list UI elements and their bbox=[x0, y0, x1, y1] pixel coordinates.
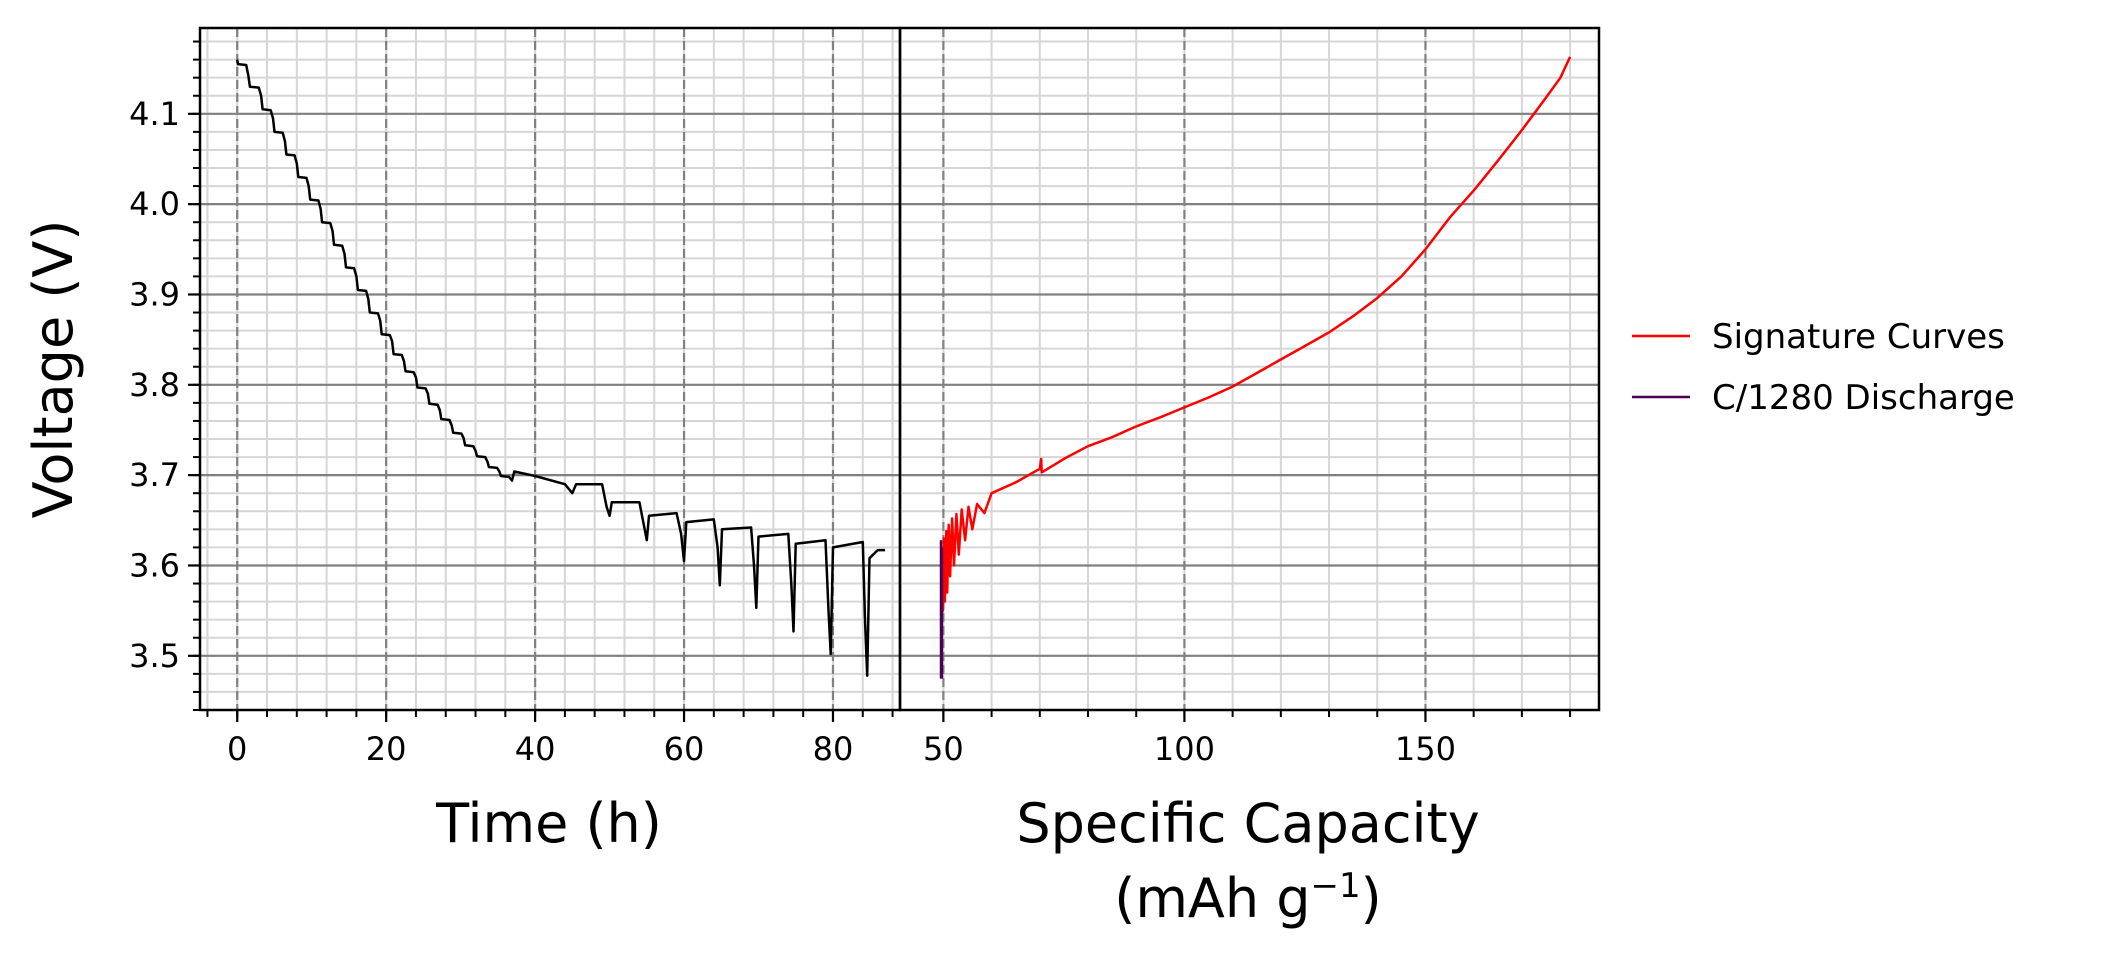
left-series bbox=[235, 59, 886, 677]
legend-label-signature-curves: Signature Curves bbox=[1712, 317, 2005, 357]
right-x-axis-title: Specific Capacity bbox=[1016, 792, 1479, 855]
y-tick-label: 3.8 bbox=[129, 366, 180, 404]
x-tick-label: 40 bbox=[515, 730, 556, 768]
right-plot-frame bbox=[898, 26, 1601, 712]
x-tick-label: 20 bbox=[366, 730, 407, 768]
x-tick-label: 60 bbox=[664, 730, 705, 768]
units-close: ) bbox=[1361, 867, 1382, 930]
x-tick-label: 50 bbox=[923, 730, 964, 768]
y-axis-title: Voltage (V) bbox=[22, 220, 85, 519]
right-grid bbox=[900, 28, 1599, 711]
x-tick-label: 100 bbox=[1154, 730, 1215, 768]
series-line-left-0 bbox=[235, 59, 886, 677]
x-tick-label: 80 bbox=[813, 730, 854, 768]
right-panel: 50 100 150 bbox=[898, 26, 1601, 768]
legend: Signature Curves C/1280 Discharge bbox=[1632, 317, 2015, 418]
series-line-right-0 bbox=[941, 56, 1572, 612]
units-base: (mAh g bbox=[1114, 867, 1310, 930]
left-x-axis-title: Time (h) bbox=[435, 792, 662, 855]
series-line-right-1 bbox=[939, 540, 944, 679]
x-tick-label: 150 bbox=[1395, 730, 1456, 768]
right-x-axis-title-units: (mAh g−1) bbox=[1114, 866, 1381, 930]
left-grid bbox=[200, 28, 900, 711]
left-ticks: 0 20 40 60 80 3.5 3.6 3.7 3.8 3.9 4.0 4.1 bbox=[129, 40, 894, 768]
units-superscript: −1 bbox=[1311, 866, 1361, 906]
y-tick-label: 3.5 bbox=[129, 637, 180, 675]
left-panel: 0 20 40 60 80 3.5 3.6 3.7 3.8 3.9 4.0 4.1 bbox=[129, 26, 902, 768]
y-tick-label: 3.6 bbox=[129, 546, 180, 584]
y-tick-label: 4.1 bbox=[129, 95, 180, 133]
y-tick-label: 3.9 bbox=[129, 275, 180, 313]
legend-label-c1280-discharge: C/1280 Discharge bbox=[1712, 378, 2015, 418]
right-series bbox=[939, 56, 1572, 679]
right-ticks: 50 100 150 bbox=[923, 710, 1572, 768]
y-tick-label: 3.7 bbox=[129, 456, 180, 494]
x-tick-label: 0 bbox=[227, 730, 247, 768]
y-tick-label: 4.0 bbox=[129, 185, 180, 223]
